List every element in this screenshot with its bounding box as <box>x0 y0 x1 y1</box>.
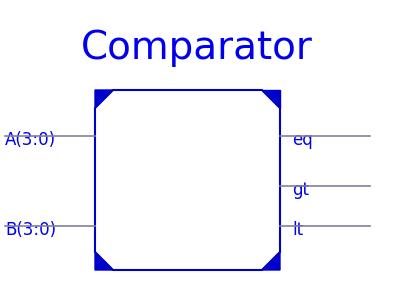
Text: lt: lt <box>292 221 303 239</box>
Text: Comparator: Comparator <box>81 29 312 67</box>
Polygon shape <box>95 90 280 270</box>
Text: B(3:0): B(3:0) <box>5 221 56 239</box>
Text: gt: gt <box>292 181 309 199</box>
Polygon shape <box>262 90 280 108</box>
Polygon shape <box>262 252 280 270</box>
Polygon shape <box>95 252 113 270</box>
Text: A(3:0): A(3:0) <box>5 131 56 149</box>
Text: eq: eq <box>292 131 313 149</box>
Polygon shape <box>95 90 113 108</box>
